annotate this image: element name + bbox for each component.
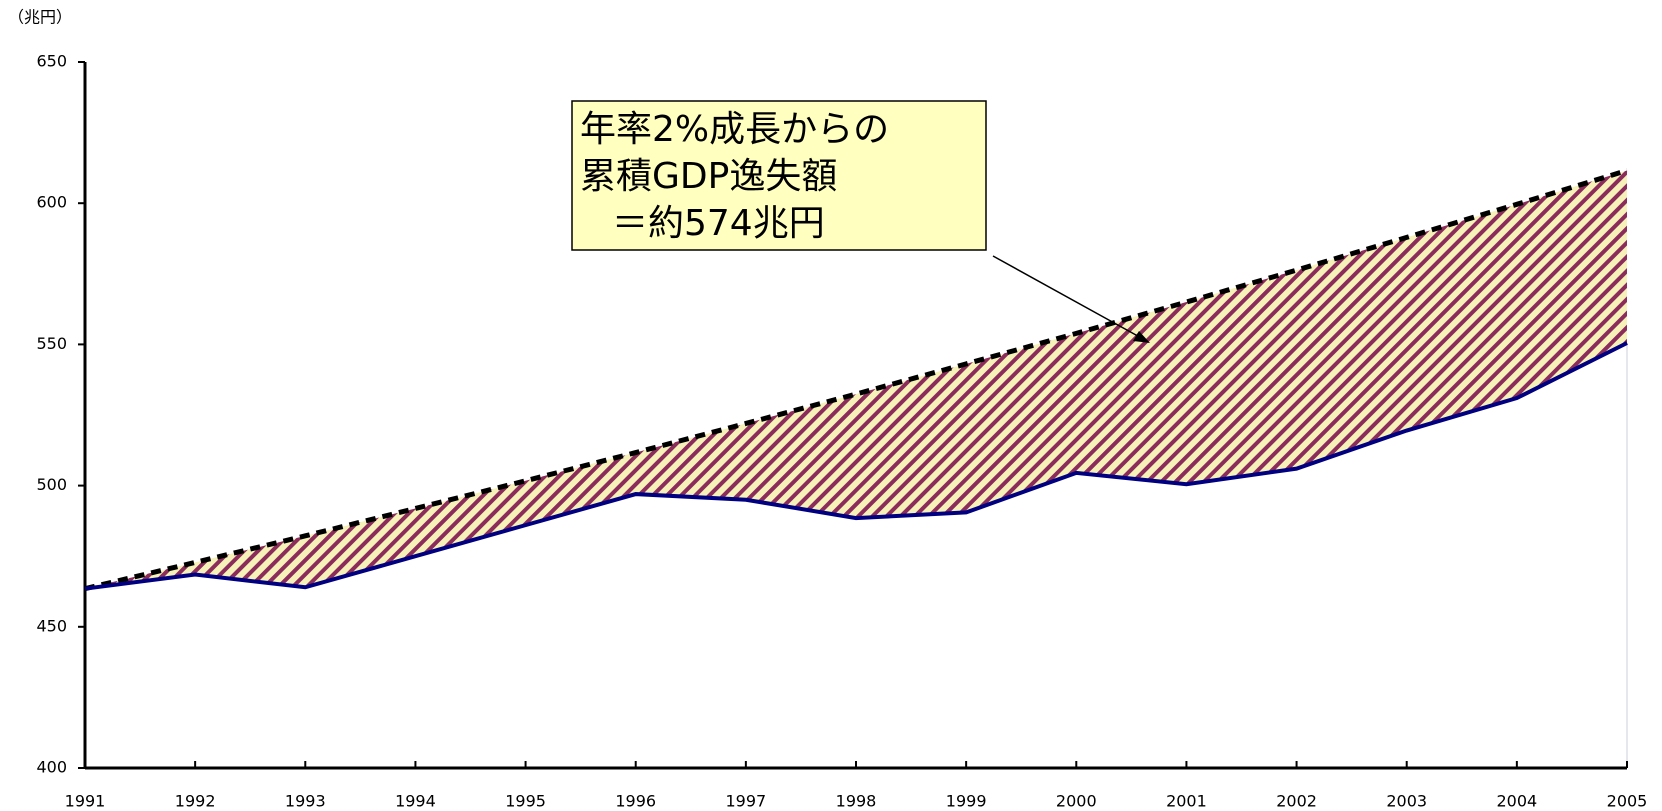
y-unit-label: （兆円） [8, 8, 72, 27]
x-tick-label: 1999 [946, 792, 987, 811]
annotation-text: 年率2%成長からの [580, 109, 889, 150]
annotation-arrow [992, 255, 1146, 341]
y-tick-label: 550 [36, 334, 67, 353]
annotation-text: 累積GDP逸失額 [580, 156, 837, 197]
gap-area [85, 170, 1627, 589]
y-tick-label: 650 [36, 52, 67, 71]
y-tick-label: 600 [36, 193, 67, 212]
y-tick-label: 400 [36, 758, 67, 777]
x-tick-label: 1997 [725, 792, 766, 811]
x-tick-label: 1998 [836, 792, 877, 811]
x-tick-label: 1995 [505, 792, 546, 811]
x-tick-label: 1992 [175, 792, 216, 811]
x-tick-label: 2001 [1166, 792, 1207, 811]
x-tick-label: 2002 [1276, 792, 1317, 811]
series-line [84, 341, 1628, 591]
y-tick-label: 500 [36, 475, 67, 494]
x-tick-label: 1991 [65, 792, 106, 811]
x-tick-label: 1993 [285, 792, 326, 811]
x-tick-label: 2004 [1496, 792, 1537, 811]
series-line [84, 168, 1628, 592]
annotation-text: ＝約574兆円 [612, 203, 825, 244]
y-tick-label: 450 [36, 616, 67, 635]
x-tick-label: 2003 [1386, 792, 1427, 811]
annotation-box [571, 100, 987, 251]
x-tick-label: 2000 [1056, 792, 1097, 811]
arrow-head [1133, 331, 1150, 343]
x-tick-label: 2005 [1607, 792, 1648, 811]
x-tick-label: 1996 [615, 792, 656, 811]
x-tick-label: 1994 [395, 792, 436, 811]
